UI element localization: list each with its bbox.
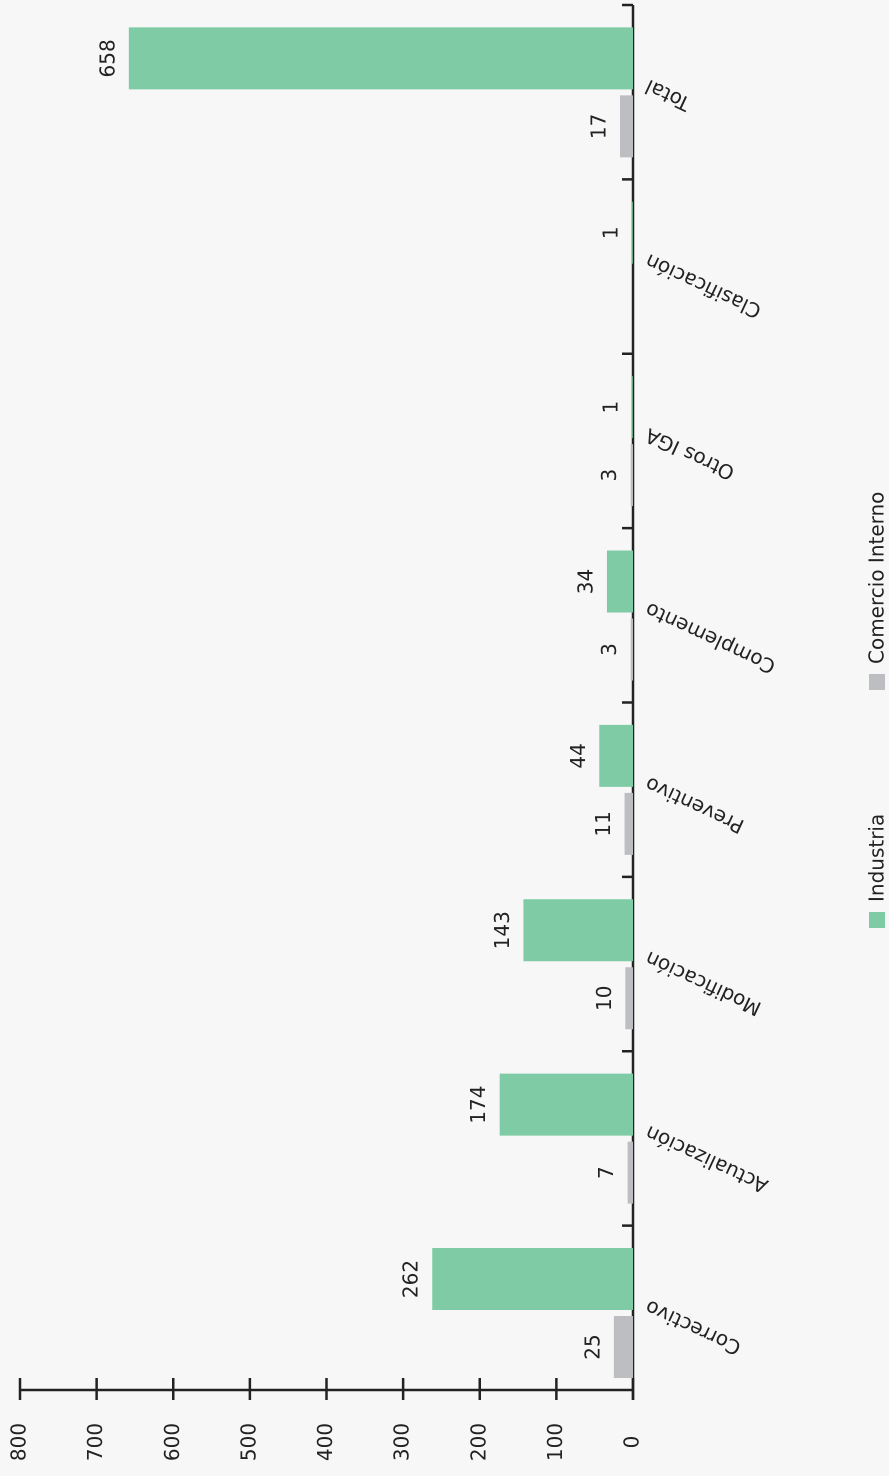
bar bbox=[632, 201, 634, 264]
plot: 0100200300400500600700800Correctivo26225… bbox=[7, 3, 889, 1461]
value-label: 1 bbox=[599, 226, 623, 239]
legend-label: Comercio Interno bbox=[865, 492, 889, 664]
value-label: 25 bbox=[580, 1334, 604, 1359]
value-label: 262 bbox=[399, 1260, 423, 1298]
value-label: 11 bbox=[591, 811, 615, 836]
value-label: 1 bbox=[599, 401, 623, 414]
bar bbox=[630, 444, 633, 507]
bar bbox=[632, 376, 634, 439]
y-tick-label: 0 bbox=[620, 1436, 644, 1449]
bar bbox=[499, 1073, 633, 1136]
bar bbox=[630, 618, 633, 681]
bar bbox=[128, 27, 633, 90]
legend-label: Industria bbox=[865, 814, 889, 902]
y-tick-label: 800 bbox=[7, 1423, 31, 1461]
bar bbox=[624, 792, 633, 855]
value-label: 658 bbox=[95, 39, 119, 77]
y-tick-label: 700 bbox=[83, 1423, 107, 1461]
value-label: 10 bbox=[592, 986, 616, 1011]
value-label: 44 bbox=[566, 743, 590, 768]
y-tick-label: 200 bbox=[466, 1423, 490, 1461]
value-label: 7 bbox=[594, 1166, 618, 1179]
y-tick-label: 500 bbox=[236, 1423, 260, 1461]
y-tick-label: 100 bbox=[543, 1423, 567, 1461]
bar bbox=[599, 724, 633, 787]
bar bbox=[619, 95, 634, 158]
value-label: 17 bbox=[586, 114, 610, 139]
value-label: 3 bbox=[597, 469, 621, 482]
bar bbox=[432, 1248, 633, 1310]
bar bbox=[606, 550, 634, 613]
value-label: 143 bbox=[490, 911, 514, 949]
legend-swatch bbox=[869, 674, 885, 690]
value-label: 174 bbox=[466, 1086, 490, 1124]
value-label: 3 bbox=[597, 643, 621, 656]
bar bbox=[613, 1316, 633, 1378]
y-tick-label: 300 bbox=[390, 1423, 414, 1461]
bar bbox=[625, 967, 634, 1030]
bar bbox=[627, 1141, 633, 1204]
legend-swatch bbox=[869, 912, 885, 928]
y-tick-label: 400 bbox=[313, 1423, 337, 1461]
value-label: 34 bbox=[573, 569, 597, 594]
y-tick-label: 600 bbox=[160, 1423, 184, 1461]
bar bbox=[523, 899, 634, 962]
